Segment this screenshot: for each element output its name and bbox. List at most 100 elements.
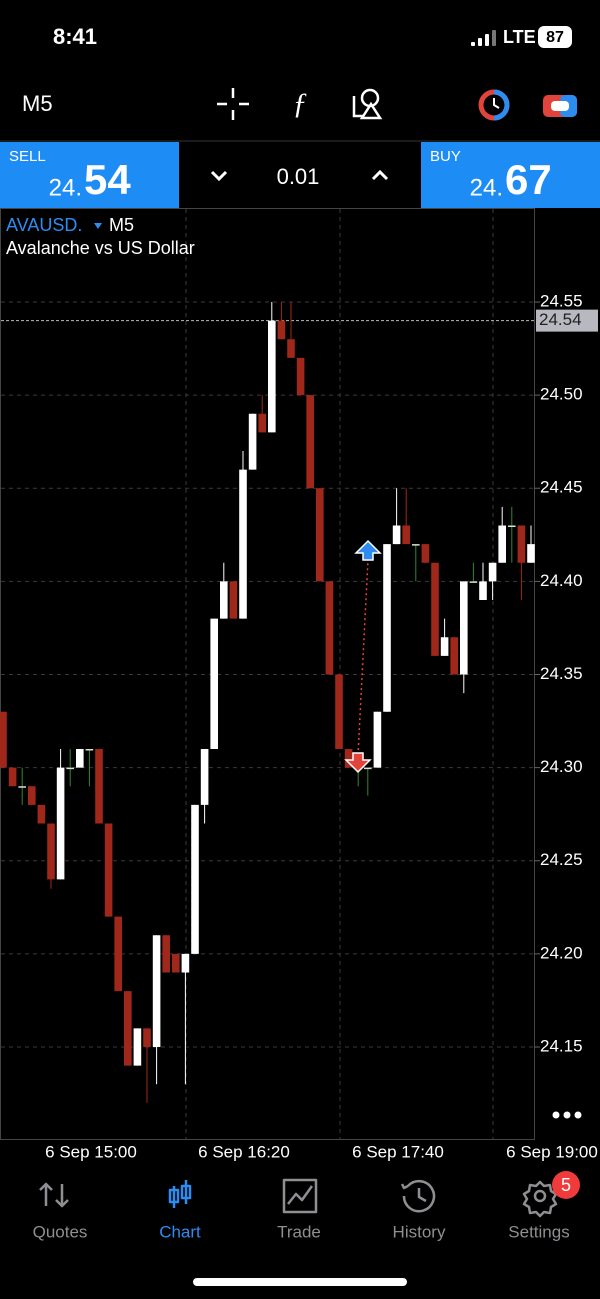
sell-price-prefix: 24. <box>49 174 82 201</box>
tab-icon <box>282 1178 318 1214</box>
candle-body <box>258 413 266 433</box>
candle-body <box>287 339 295 358</box>
tab-label: Trade <box>277 1222 321 1241</box>
candle-body <box>162 935 170 973</box>
candle-body <box>421 544 430 563</box>
candle-body <box>460 581 468 675</box>
candle-body <box>28 786 36 805</box>
buy-arrow[interactable] <box>354 539 382 561</box>
candle-body <box>181 953 190 973</box>
tab-icon <box>400 1179 436 1213</box>
candle-body <box>56 767 65 880</box>
candle-body <box>76 749 84 768</box>
indicators-button[interactable]: ƒ <box>293 87 308 120</box>
time-label: 6 Sep 15:00 <box>45 1142 137 1161</box>
candle-body <box>95 749 103 824</box>
tab-label: Chart <box>159 1222 201 1241</box>
candle-body <box>172 953 180 973</box>
candle-body <box>296 357 305 396</box>
volume-increase[interactable] <box>371 169 389 181</box>
tab-icon <box>39 1182 69 1208</box>
volume-value[interactable]: 0.01 <box>277 164 320 189</box>
network-label: LTE <box>503 27 536 47</box>
tab-label: Settings <box>508 1222 569 1241</box>
candle-body <box>277 320 286 340</box>
crosshair-button[interactable] <box>217 88 249 120</box>
candle-body <box>325 581 334 675</box>
candle-body <box>8 767 17 787</box>
objects-button[interactable] <box>352 88 383 120</box>
status-time: 8:41 <box>53 24 97 49</box>
candle-body <box>469 581 478 583</box>
candle-body <box>527 544 535 563</box>
chart: 24.55 24.50 24.45 24.40 24.35 24.30 24.25 24.20… <box>0 209 598 1139</box>
tab-label: Quotes <box>33 1222 88 1241</box>
signal-icon <box>471 30 496 46</box>
candle-body <box>104 823 113 917</box>
price-tick-label: 24.25 <box>540 850 583 869</box>
more-button[interactable] <box>552 1111 582 1119</box>
candle-body <box>440 637 449 656</box>
tab-icon <box>522 1180 558 1218</box>
tab-icon <box>168 1180 192 1208</box>
time-label: 6 Sep 19:00 <box>506 1142 598 1161</box>
volume-decrease[interactable] <box>210 170 228 182</box>
candle-body <box>335 674 343 749</box>
timeframe-button[interactable]: M5 <box>22 91 53 116</box>
price-tick-label: 24.45 <box>540 478 583 497</box>
battery-level: 87 <box>546 29 564 46</box>
sell-price-main: 54 <box>84 156 131 203</box>
tab-trade[interactable]: Trade <box>277 1178 321 1241</box>
tab-settings[interactable]: Settings 5 <box>508 1171 580 1241</box>
candle-body <box>431 562 439 656</box>
candle-body <box>508 525 516 527</box>
price-tick-label: 24.50 <box>540 385 583 404</box>
candle-body <box>517 525 526 563</box>
buy-button[interactable]: BUY 24. 67 <box>421 142 600 208</box>
candle-body <box>392 525 401 545</box>
time-label: 6 Sep 16:20 <box>198 1142 290 1161</box>
trade-toggle-button[interactable] <box>543 95 577 117</box>
time-label: 6 Sep 17:40 <box>352 1142 444 1161</box>
tab-bar: Quotes Chart Trade History Settings 5 <box>33 1171 580 1241</box>
buy-price-main: 67 <box>505 156 552 203</box>
candle-body <box>344 749 353 768</box>
candle-body <box>0 711 7 768</box>
candle-body <box>66 767 74 770</box>
candle-body <box>498 525 506 563</box>
current-price-label: 24.54 <box>539 310 582 329</box>
battery-icon <box>538 26 572 48</box>
price-tick-label: 24.35 <box>540 664 583 683</box>
candle-body <box>18 786 26 788</box>
price-tick-label: 24.30 <box>540 757 583 776</box>
candle-body <box>37 804 46 824</box>
candle-body <box>200 749 209 805</box>
candle-body <box>316 488 324 582</box>
candle-body <box>479 581 487 600</box>
buy-price-prefix: 24. <box>470 174 503 201</box>
candle-body <box>133 1028 142 1066</box>
tab-quotes[interactable]: Quotes <box>33 1182 88 1241</box>
symbol-name[interactable]: AVAUSD. <box>6 215 82 235</box>
tab-chart[interactable]: Chart <box>159 1180 201 1241</box>
candle-body <box>143 1028 151 1047</box>
price-tick-label: 24.15 <box>540 1036 583 1055</box>
sell-button[interactable]: SELL 24. 54 <box>0 142 179 208</box>
candle-body <box>47 823 55 880</box>
candle-body <box>268 320 276 433</box>
symbol-dropdown[interactable] <box>94 223 102 229</box>
candle-body <box>239 469 247 619</box>
sell-label: SELL <box>9 148 46 165</box>
tab-history[interactable]: History <box>393 1179 446 1241</box>
price-tick-label: 24.55 <box>540 291 583 310</box>
candle-body <box>373 711 382 768</box>
candle-body <box>364 767 372 770</box>
sell-arrow[interactable] <box>344 752 372 774</box>
symbol-description: Avalanche vs US Dollar <box>6 238 195 258</box>
tab-badge <box>552 1171 580 1199</box>
one-click-trading-button[interactable] <box>478 89 510 121</box>
candle-body <box>306 395 314 489</box>
tab-badge-count: 5 <box>561 1175 571 1195</box>
